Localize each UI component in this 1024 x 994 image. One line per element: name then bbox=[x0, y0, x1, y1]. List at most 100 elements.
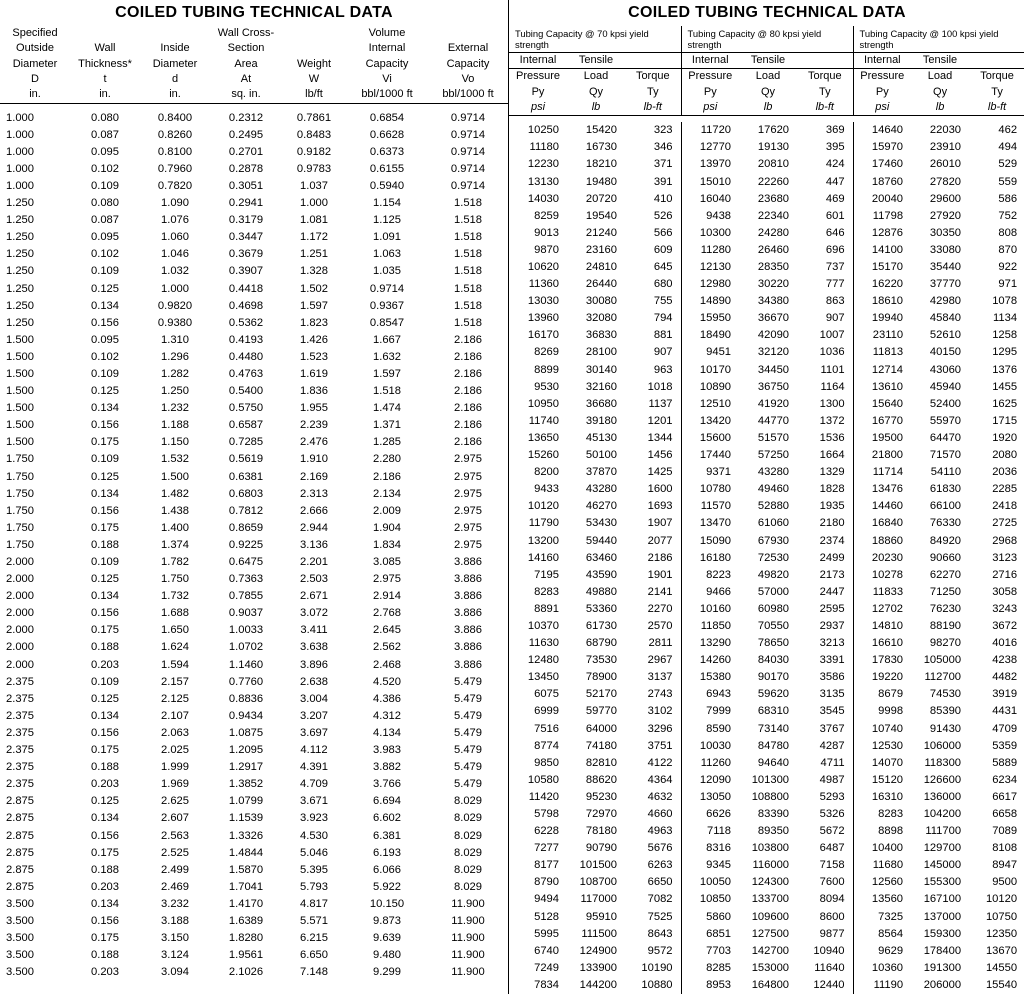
col-header: Py bbox=[681, 85, 739, 100]
cell: 0.8260 bbox=[140, 127, 210, 144]
cell: 17620 bbox=[739, 122, 797, 139]
cell: 3.004 bbox=[282, 691, 346, 708]
cell: 4.709 bbox=[282, 776, 346, 793]
cell: 11.900 bbox=[428, 896, 508, 913]
cell: 3.072 bbox=[282, 605, 346, 622]
cell: 1.0875 bbox=[210, 725, 282, 742]
col-header: Torque bbox=[969, 69, 1024, 85]
cell: 0.156 bbox=[70, 315, 140, 332]
cell: 11260 bbox=[681, 755, 739, 772]
cell: 1425 bbox=[625, 464, 681, 481]
cell: 1295 bbox=[969, 344, 1024, 361]
cell: 2.375 bbox=[0, 725, 70, 742]
cell: 1.5870 bbox=[210, 862, 282, 879]
table-row: 1.5000.1251.2500.54001.8361.5182.186 bbox=[0, 383, 508, 400]
cell: 13560 bbox=[853, 891, 911, 908]
cell: 0.188 bbox=[70, 639, 140, 656]
col-header: Diameter bbox=[0, 57, 70, 72]
table-row: 8259195405269438223406011179827920752 bbox=[509, 208, 1024, 225]
col-header: Outside bbox=[0, 41, 70, 56]
cell: 1.955 bbox=[282, 400, 346, 417]
table-row: 8790108700665010050124300760012560155300… bbox=[509, 874, 1024, 891]
cell: 5.479 bbox=[428, 742, 508, 759]
cell: 0.125 bbox=[70, 469, 140, 486]
cell: 3243 bbox=[969, 601, 1024, 618]
cell: 6.694 bbox=[346, 793, 428, 810]
col-header: Internal bbox=[853, 53, 911, 69]
cell: 9494 bbox=[509, 891, 567, 908]
cell: 4.530 bbox=[282, 828, 346, 845]
cell: 4287 bbox=[797, 738, 853, 755]
cell: 53430 bbox=[567, 515, 625, 532]
cell: 62270 bbox=[911, 567, 969, 584]
cell: 2.186 bbox=[428, 366, 508, 383]
table-row: 3.5000.2033.0942.10267.1489.29911.900 bbox=[0, 964, 508, 981]
cell: 0.6803 bbox=[210, 486, 282, 503]
cell: 6.066 bbox=[346, 862, 428, 879]
cell: 2.525 bbox=[140, 845, 210, 862]
cell: 0.175 bbox=[70, 742, 140, 759]
table-row: 2.3750.2031.9691.38524.7093.7665.479 bbox=[0, 776, 508, 793]
cell: 7.148 bbox=[282, 964, 346, 981]
cell: 0.203 bbox=[70, 776, 140, 793]
cell: 0.134 bbox=[70, 486, 140, 503]
cell: 78650 bbox=[739, 635, 797, 652]
table-row: 2.8750.1752.5251.48445.0466.1938.029 bbox=[0, 845, 508, 862]
cell: 12560 bbox=[853, 874, 911, 891]
cell: 9850 bbox=[509, 755, 567, 772]
cell: 36750 bbox=[739, 379, 797, 396]
cell: 76330 bbox=[911, 515, 969, 532]
cell: 0.9820 bbox=[140, 298, 210, 315]
cell: 1134 bbox=[969, 310, 1024, 327]
cell: 3672 bbox=[969, 618, 1024, 635]
cell: 0.203 bbox=[70, 879, 140, 896]
cell: 2036 bbox=[969, 464, 1024, 481]
cell: 2.975 bbox=[428, 503, 508, 520]
cell: 133700 bbox=[739, 891, 797, 908]
cell: 3.150 bbox=[140, 930, 210, 947]
cell: 0.102 bbox=[70, 246, 140, 263]
cell: 395 bbox=[797, 139, 853, 156]
cell: 153000 bbox=[739, 960, 797, 977]
right-table: Tubing Capacity @ 70 kpsi yield strength… bbox=[509, 26, 1024, 994]
cell: 5860 bbox=[681, 909, 739, 926]
cell: 1.834 bbox=[346, 537, 428, 554]
cell: 1.782 bbox=[140, 554, 210, 571]
cell: 0.9434 bbox=[210, 708, 282, 725]
cell: 10580 bbox=[509, 772, 567, 789]
cell: 4709 bbox=[969, 721, 1024, 738]
cell: 3.136 bbox=[282, 537, 346, 554]
cell: 2.375 bbox=[0, 759, 70, 776]
cell: 808 bbox=[969, 225, 1024, 242]
group-100: Tubing Capacity @ 100 kpsi yield strengt… bbox=[853, 26, 1024, 53]
cell: 1.000 bbox=[0, 161, 70, 178]
col-header: Qy bbox=[911, 85, 969, 100]
cell: 117000 bbox=[567, 891, 625, 908]
cell: 2.239 bbox=[282, 417, 346, 434]
cell: 1.823 bbox=[282, 315, 346, 332]
cell: 1.999 bbox=[140, 759, 210, 776]
table-row: 9530321601018108903675011641361045940145… bbox=[509, 379, 1024, 396]
cell: 9.873 bbox=[346, 913, 428, 930]
cell: 5.479 bbox=[428, 776, 508, 793]
cell: 2.625 bbox=[140, 793, 210, 810]
col-header: lb-ft bbox=[625, 100, 681, 116]
table-row: 1.0000.0950.81000.27010.91820.63730.9714 bbox=[0, 144, 508, 161]
cell: 1.188 bbox=[140, 417, 210, 434]
cell: 6263 bbox=[625, 857, 681, 874]
cell: 1.426 bbox=[282, 332, 346, 349]
cell: 7089 bbox=[969, 823, 1024, 840]
cell: 94640 bbox=[739, 755, 797, 772]
cell: 11798 bbox=[853, 208, 911, 225]
cell: 5.395 bbox=[282, 862, 346, 879]
cell: 3.500 bbox=[0, 913, 70, 930]
cell: 46270 bbox=[567, 498, 625, 515]
table-row: 140302072041016040236804692004029600586 bbox=[509, 191, 1024, 208]
cell: 44770 bbox=[739, 413, 797, 430]
col-header bbox=[797, 53, 853, 69]
table-row: 3.5000.1343.2321.41704.81710.15011.900 bbox=[0, 896, 508, 913]
cell: 2.975 bbox=[428, 451, 508, 468]
cell: 0.175 bbox=[70, 930, 140, 947]
cell: 36670 bbox=[739, 310, 797, 327]
cell: 1.597 bbox=[282, 298, 346, 315]
